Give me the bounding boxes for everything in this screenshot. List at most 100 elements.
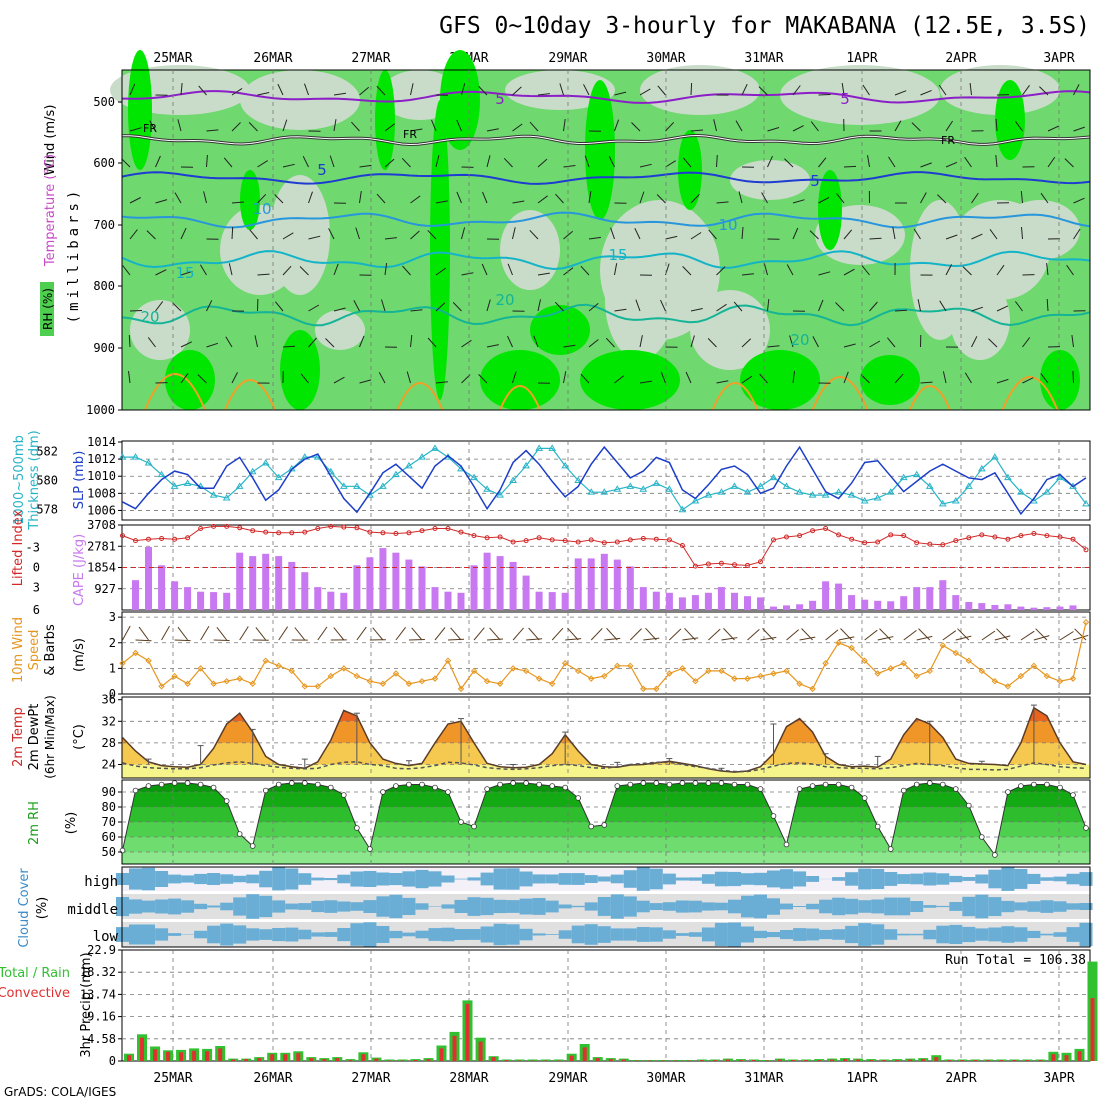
cloud-bar — [884, 897, 898, 916]
slp-line — [122, 445, 1087, 516]
lifted-index-point — [927, 541, 933, 547]
wind-barb — [329, 155, 335, 168]
lifted-index-point — [562, 538, 568, 544]
wind-barb — [614, 375, 625, 384]
wind-barb — [1073, 197, 1085, 204]
cloud-bar — [1040, 877, 1054, 881]
thickness-point — [418, 453, 426, 460]
wind-barb — [996, 305, 1009, 312]
cloud-bar — [793, 906, 807, 907]
thickness-point — [990, 453, 999, 460]
wind-barb — [799, 636, 816, 641]
wind-speed-point — [379, 680, 387, 687]
wind-barb — [583, 84, 590, 96]
wind-barb — [231, 201, 245, 204]
cape-bar — [197, 591, 205, 610]
wind-barb — [767, 299, 770, 312]
wind-barb — [684, 627, 696, 641]
cloud-bar — [129, 899, 142, 914]
lifted-index-point — [510, 539, 516, 545]
lifted-index-point — [523, 538, 529, 544]
wind-speed-point — [405, 680, 413, 687]
cape-bar — [483, 552, 491, 610]
cape-bar — [809, 600, 817, 610]
cape-bar — [574, 558, 582, 610]
wind-barb — [257, 193, 267, 204]
cloud-bar — [142, 867, 155, 891]
cloud-bar — [142, 900, 155, 913]
lifted-index-point — [758, 559, 763, 565]
wind-barb — [537, 158, 548, 168]
thickness-point — [392, 470, 400, 478]
rh-point — [393, 783, 399, 789]
cloud-bar — [636, 927, 650, 942]
wind-barb — [411, 627, 423, 641]
wind-barb — [461, 272, 474, 276]
rh-dry-region — [940, 65, 1060, 115]
upper-frame — [121, 69, 1091, 411]
cloud-bar — [780, 869, 793, 889]
wind-barb — [563, 371, 567, 384]
cape-bar — [874, 600, 882, 610]
cape-bar — [1004, 604, 1012, 610]
rh-point — [406, 781, 412, 788]
lifted-index-point — [601, 540, 607, 546]
precip-conv-bar — [244, 1059, 249, 1061]
lifted-index-point — [914, 540, 920, 546]
thickness-point — [730, 482, 739, 489]
lifted-index-point — [250, 528, 256, 534]
wind-barb — [716, 380, 729, 384]
cape-bar — [314, 587, 322, 610]
rh-point — [1057, 784, 1063, 791]
cape-bar — [835, 583, 843, 610]
lifted-index-point — [367, 529, 373, 535]
cloud-bar — [207, 905, 221, 908]
precip-conv-bar — [140, 1037, 144, 1061]
cloud-bar — [688, 900, 702, 913]
wind-speed-point — [145, 657, 152, 664]
wind-tick: 3 — [109, 610, 116, 624]
precip-conv-bar — [921, 1059, 926, 1061]
wind-speed-point — [978, 667, 986, 675]
wind-barb — [841, 83, 845, 96]
cloud-bar — [832, 897, 846, 916]
cloud-bar — [311, 877, 325, 881]
wind-speed-point — [548, 680, 556, 687]
cloud-bar — [402, 932, 416, 937]
temp-contour-25 — [144, 373, 206, 411]
wind-speed-point — [509, 665, 517, 672]
wind-speed-point — [314, 683, 322, 690]
wind-barb — [1020, 630, 1035, 641]
wind-speed-point — [575, 667, 582, 675]
wind-barb — [356, 626, 367, 641]
wind-barb — [660, 299, 666, 312]
wind-barb — [643, 637, 660, 641]
cloud-bar — [1014, 869, 1028, 889]
cloud-bar — [467, 877, 481, 881]
ylabel-cloud-units: (%) — [35, 897, 50, 920]
rh-swatch — [40, 282, 54, 336]
cloud-bar — [832, 877, 846, 881]
wind-speed-point — [588, 675, 595, 682]
cape-bar — [952, 595, 960, 610]
cloud-bar — [897, 933, 911, 936]
wind-barb — [308, 304, 320, 312]
cape-bar — [158, 565, 166, 610]
wind-barb — [486, 344, 499, 348]
thickness-point — [183, 479, 192, 486]
cloud-bar — [845, 925, 859, 944]
precip-conv-bar — [426, 1059, 431, 1061]
precip-conv-bar — [192, 1050, 197, 1061]
lifted-index-point — [810, 528, 816, 534]
cloud-bar — [623, 870, 637, 888]
lifted-index-point — [784, 534, 789, 540]
lifted-index-point — [901, 533, 907, 539]
wind-barb — [486, 299, 491, 312]
precip-conv-bar — [960, 1060, 965, 1061]
cloud-bar — [168, 874, 182, 884]
contour-label: 5 — [495, 90, 505, 108]
cloud-bar — [832, 929, 846, 940]
date-label: 27MAR — [351, 51, 390, 66]
rh-point — [705, 780, 712, 786]
wind-barb — [282, 119, 288, 132]
